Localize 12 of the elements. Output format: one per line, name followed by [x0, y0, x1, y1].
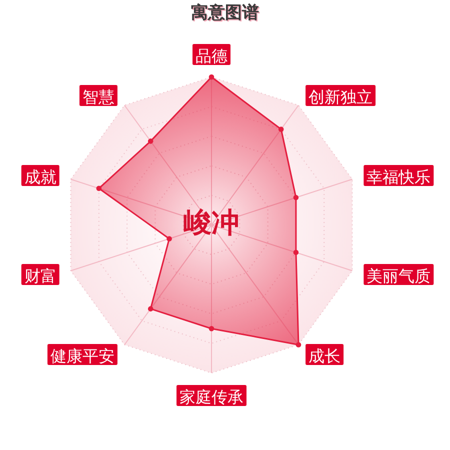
chart-title: 寓意图谱 — [191, 3, 259, 23]
spoke-label: 家庭传承 — [180, 387, 244, 406]
spoke-label: 成就 — [24, 167, 56, 186]
spoke-label: 品德 — [196, 46, 228, 65]
spoke-label: 创新独立 — [308, 87, 373, 106]
spoke-label: 美丽气质 — [366, 266, 431, 285]
spoke-label: 财富 — [24, 266, 56, 285]
spoke-label: 智慧 — [82, 87, 114, 106]
spoke-label: 健康平安 — [50, 346, 114, 365]
text: 峻冲 — [184, 206, 240, 238]
spoke-label: 幸福快乐 — [366, 167, 431, 186]
spoke-label: 成长 — [308, 346, 341, 365]
